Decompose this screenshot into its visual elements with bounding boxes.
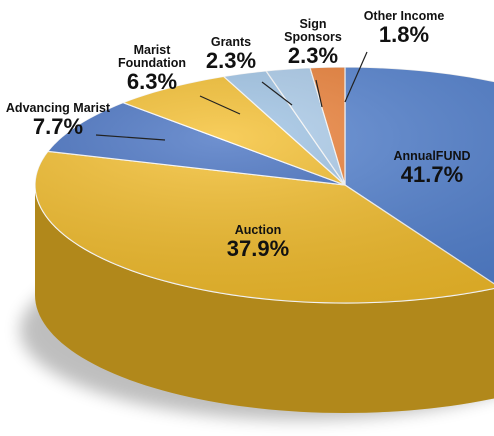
category-name: Advancing Marist bbox=[5, 101, 111, 115]
slice-label: Marist Foundation 6.3% bbox=[117, 43, 187, 95]
category-name: Marist Foundation bbox=[117, 43, 187, 71]
leader-line bbox=[315, 79, 323, 108]
slice-label: Auction 37.9% bbox=[193, 223, 323, 262]
leader-lines bbox=[95, 51, 368, 141]
category-name: Grants bbox=[210, 35, 252, 49]
slice-label: AnnualFUND 41.7% bbox=[367, 149, 494, 188]
leader-line bbox=[95, 134, 166, 141]
slice-label: Grants 2.3% bbox=[186, 35, 276, 74]
category-name: Other Income bbox=[363, 9, 445, 23]
leader-line bbox=[344, 51, 368, 103]
category-name: Auction bbox=[234, 223, 282, 237]
value-label: 37.9% bbox=[226, 236, 290, 262]
slice-label: Advancing Marist 7.7% bbox=[0, 101, 123, 140]
value-label: 7.7% bbox=[32, 114, 84, 140]
category-name: AnnualFUND bbox=[393, 149, 471, 163]
slice-label: Other Income 1.8% bbox=[344, 9, 464, 48]
leader-line bbox=[261, 81, 293, 106]
slice-label: Sign Sponsors 2.3% bbox=[278, 17, 348, 69]
pie-highlight bbox=[35, 67, 494, 303]
value-label: 2.3% bbox=[205, 48, 257, 74]
category-name: Sign Sponsors bbox=[284, 17, 342, 45]
value-label: 6.3% bbox=[126, 69, 178, 95]
pie-tops bbox=[34, 66, 494, 304]
leader-line bbox=[199, 95, 241, 115]
value-label: 41.7% bbox=[400, 162, 464, 188]
value-label: 1.8% bbox=[378, 22, 430, 48]
value-label: 2.3% bbox=[287, 43, 339, 69]
